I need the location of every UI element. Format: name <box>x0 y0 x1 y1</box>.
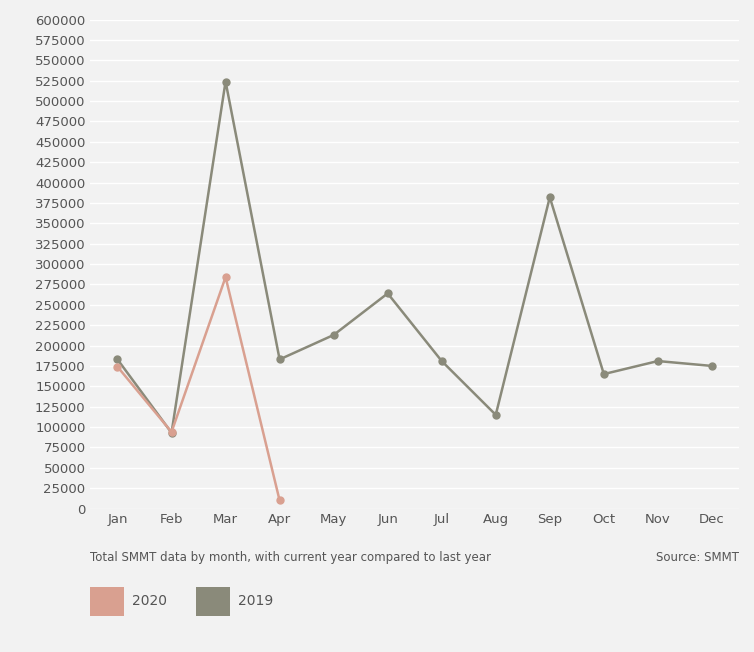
Text: 2019: 2019 <box>238 595 273 608</box>
Text: Total SMMT data by month, with current year compared to last year: Total SMMT data by month, with current y… <box>90 551 492 564</box>
Text: 2020: 2020 <box>132 595 167 608</box>
Text: Source: SMMT: Source: SMMT <box>656 551 739 564</box>
